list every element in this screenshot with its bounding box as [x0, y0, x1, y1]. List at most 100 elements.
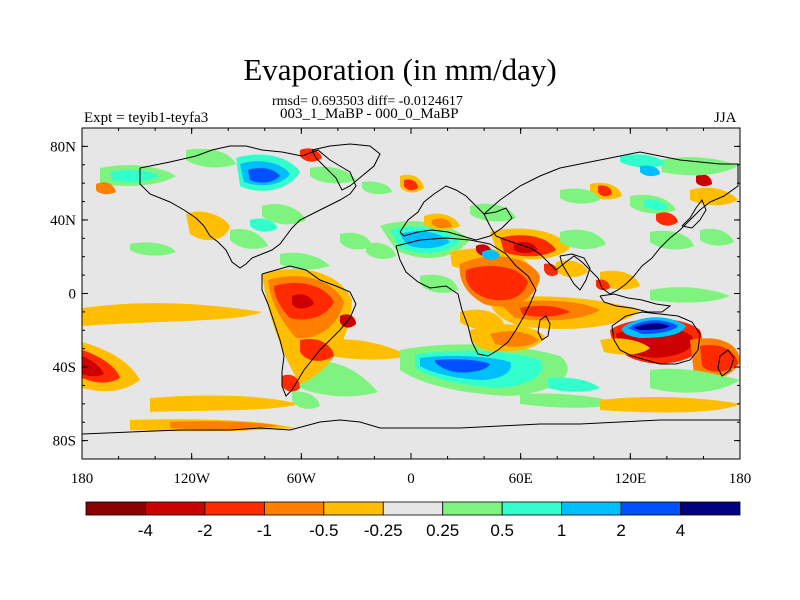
- colorbar-swatch: [85, 501, 146, 516]
- anomaly-patch: [320, 339, 410, 360]
- anomaly-patch: [262, 203, 306, 225]
- anomaly-patch: [650, 287, 730, 303]
- anomaly-patch: [600, 270, 640, 290]
- anomaly-patch: [560, 188, 600, 204]
- period-label: 003_1_MaBP - 000_0_MaBP: [280, 106, 459, 122]
- anomaly-patch: [598, 185, 612, 197]
- colorbar-swatch: [442, 501, 503, 516]
- colorbar-swatch: [382, 501, 444, 516]
- experiment-label: Expt = teyib1-teyfa3: [84, 110, 209, 126]
- lon-tick-label: 0: [407, 471, 415, 487]
- coastlines: [82, 143, 740, 435]
- anomaly-patch: [600, 338, 650, 355]
- coastline-segment: [611, 311, 701, 365]
- anomaly-patch: [620, 154, 666, 168]
- anomaly-patch: [435, 359, 490, 373]
- anomaly-patch: [465, 266, 528, 301]
- lat-tick-label: 0: [69, 287, 77, 303]
- colorbar-label: 1: [557, 521, 566, 540]
- anomaly-patch: [150, 395, 300, 412]
- anomaly-patch: [650, 368, 740, 393]
- colorbar-swatch: [680, 501, 741, 516]
- anomaly-patch: [460, 309, 504, 330]
- axis-tick-labels: 180 120W 60W 0 60E 120E 180 80N 40N 0 40S 80S: [50, 139, 751, 487]
- anomaly-patch: [248, 168, 280, 183]
- anomaly-patch: [404, 179, 418, 191]
- coastline-segment: [311, 143, 381, 191]
- colorbar-label: -4: [138, 521, 153, 540]
- anomaly-patch: [700, 344, 738, 372]
- colorbar-swatch: [561, 501, 622, 516]
- colorbar-label: -0.25: [364, 521, 403, 540]
- coastline-segment: [537, 315, 551, 341]
- colorbar: [85, 501, 741, 516]
- anomaly-patch: [282, 374, 300, 392]
- coastline-segment: [82, 419, 740, 435]
- anomaly-patch: [700, 228, 734, 246]
- lon-tick-label: 120E: [614, 471, 646, 487]
- coastline-segment: [399, 185, 513, 241]
- anomaly-patch: [170, 421, 280, 430]
- coastline-segment: [681, 198, 707, 229]
- anomaly-patch: [250, 218, 278, 232]
- colorbar-label: 0.5: [490, 521, 514, 540]
- anomaly-patch: [650, 230, 694, 250]
- colorbar-label: 4: [676, 521, 685, 540]
- anomaly-patch: [130, 242, 176, 256]
- anomaly-patch: [432, 218, 452, 229]
- lat-tick-label: 40N: [50, 213, 76, 229]
- stats-text: rmsd= 0.693503 diff= -0.0124617: [272, 94, 463, 109]
- lat-tick-label: 40S: [53, 360, 76, 376]
- lat-tick-label: 80N: [50, 139, 76, 155]
- coastline-segment: [599, 293, 672, 313]
- anomaly-patch: [656, 212, 678, 226]
- anomaly-patch: [520, 305, 570, 317]
- anomaly-patch: [640, 165, 660, 177]
- coastline-segment: [483, 151, 739, 295]
- colorbar-label: 2: [616, 521, 625, 540]
- anomaly-patch: [280, 252, 330, 270]
- colorbar-label: -0.5: [309, 521, 338, 540]
- anomaly-patch: [600, 397, 740, 413]
- colorbar-swatch: [501, 501, 563, 516]
- anomaly-patch: [556, 260, 588, 278]
- colorbar-labels: -4 -2 -1 -0.5 -0.25 0.25 0.5 1 2 4: [138, 521, 685, 540]
- lon-tick-label: 120W: [173, 471, 211, 487]
- anomaly-patch: [96, 182, 116, 195]
- axis-ticks: [81, 128, 741, 459]
- anomaly-patch: [544, 263, 558, 277]
- colorbar-swatch: [204, 501, 265, 516]
- lon-tick-label: 60E: [509, 471, 533, 487]
- colorbar-label: -2: [197, 521, 212, 540]
- colorbar-swatch: [263, 501, 325, 516]
- map-title: Evaporation (in mm/day): [243, 52, 557, 87]
- anomaly-patch: [696, 174, 712, 187]
- anomaly-patch: [520, 393, 620, 408]
- coastline-segment: [717, 349, 735, 377]
- anomaly-patch: [340, 232, 372, 250]
- coastline-segment: [139, 145, 357, 269]
- anomaly-patch: [420, 274, 458, 293]
- anomaly-patch: [82, 303, 262, 326]
- anomaly-patch: [366, 242, 396, 259]
- evaporation-field: [82, 148, 740, 432]
- colorbar-swatch: [145, 501, 206, 516]
- lat-tick-label: 80S: [53, 434, 76, 450]
- anomaly-patch: [644, 199, 668, 211]
- lon-tick-label: 60W: [287, 471, 317, 487]
- colorbar-label: -1: [257, 521, 272, 540]
- anomaly-patch: [82, 356, 104, 377]
- anomaly-patch: [292, 294, 314, 309]
- anomaly-patch: [660, 157, 738, 176]
- lon-tick-label: 180: [729, 471, 752, 487]
- lon-tick-label: 180: [71, 471, 94, 487]
- anomaly-patch: [110, 169, 160, 183]
- anomaly-patch: [490, 331, 538, 347]
- anomaly-patch: [292, 391, 320, 409]
- anomaly-patch: [634, 323, 670, 330]
- anomaly-patch: [230, 228, 268, 249]
- colorbar-swatch: [620, 501, 681, 516]
- colorbar-label: 0.25: [426, 521, 459, 540]
- anomaly-patch: [482, 249, 500, 260]
